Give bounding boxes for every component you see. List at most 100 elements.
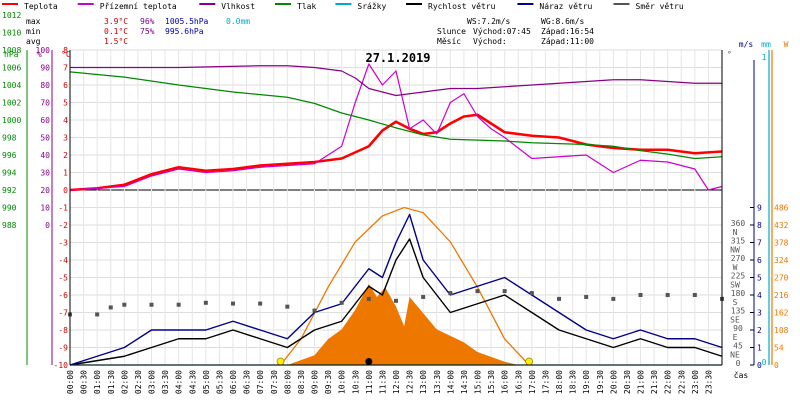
solar-tick-label: 324 [774, 256, 789, 265]
direction-unit-label: ° [727, 50, 732, 59]
x-tick-label: 20:30 [623, 370, 632, 394]
solar-tick-label: 270 [774, 274, 789, 283]
wind-direction-point [122, 302, 127, 307]
chart-title: 27.1.2019 [365, 51, 430, 65]
humidity-tick-label: 20 [40, 186, 50, 195]
solar-tick-label: 216 [774, 291, 789, 300]
humidity-unit-label: % [37, 50, 42, 59]
wind-direction-point [339, 300, 344, 305]
wind-tick-label: 8 [757, 221, 762, 230]
stats-sunrise: Východ:07:45 [473, 27, 531, 36]
pressure-tick-label: 998 [2, 134, 17, 143]
series-line [69, 213, 723, 366]
stats-moon-label: Měsíc [437, 37, 461, 46]
temperature-tick-label: -6 [58, 291, 68, 300]
temperature-tick-label: 8 [63, 46, 68, 55]
direction-name-label: SE [730, 316, 740, 325]
pressure-tick-label: 992 [2, 186, 17, 195]
temperature-tick-label: -7 [58, 309, 68, 318]
direction-tick-label: 360 [731, 219, 746, 228]
x-tick-label: 00:30 [80, 370, 89, 394]
wind-direction-point [108, 305, 113, 310]
temperature-tick-label: 4 [63, 116, 68, 125]
rain-unit-label: mm [761, 40, 771, 49]
stats-pressure-value: 1005.5hPa [165, 17, 209, 26]
solar-tick-label: 378 [774, 239, 789, 248]
solar-unit-label: W [784, 40, 789, 49]
x-tick-label: 14:30 [460, 370, 469, 394]
x-tick-label: 16:00 [501, 370, 510, 394]
rain-tick-label: 0 [762, 358, 767, 367]
x-tick-label: 09:30 [324, 370, 333, 394]
series-line [70, 65, 722, 97]
wind-direction-point [502, 289, 507, 294]
temperature-tick-label: 5 [63, 99, 68, 108]
wind-tick-label: 7 [757, 239, 762, 248]
temperature-tick-label: -3 [58, 239, 68, 248]
x-tick-label: 01:30 [107, 370, 116, 394]
x-axis-label: čas [734, 370, 749, 380]
wind-direction-point [665, 293, 670, 297]
solar-tick-label: 486 [774, 204, 789, 213]
wind-direction-point [611, 296, 616, 301]
x-tick-label: 03:30 [161, 370, 170, 394]
solar-measured-area [287, 283, 519, 365]
x-tick-label: 16:30 [514, 370, 523, 394]
x-tick-label: 12:00 [392, 370, 401, 394]
wind-direction-point [475, 289, 480, 294]
wind-direction-point [176, 302, 181, 307]
stats-wind-speed: WS:7.2m/s [467, 17, 511, 26]
legend-label: Vlhkost [221, 2, 255, 11]
direction-name-label: NE [730, 351, 740, 360]
temperature-tick-label: 6 [63, 81, 68, 90]
x-tick-label: 12:30 [406, 370, 415, 394]
x-tick-label: 08:00 [283, 370, 292, 394]
x-tick-label: 10:00 [338, 370, 347, 394]
rain-tick-label: 1 [762, 53, 767, 62]
wind-tick-label: 6 [757, 256, 762, 265]
wind-direction-point [95, 312, 100, 317]
legend-label: Rychlost větru [428, 2, 496, 11]
humidity-tick-label: 10 [40, 204, 50, 213]
x-tick-label: 03:00 [148, 370, 157, 394]
x-tick-label: 15:30 [487, 370, 496, 394]
pressure-tick-label: 1002 [2, 99, 21, 108]
wind-tick-label: 4 [757, 291, 762, 300]
wind-direction-point [529, 291, 534, 296]
wind-tick-label: 5 [757, 274, 762, 283]
x-tick-label: 21:30 [650, 370, 659, 394]
stats-sun-label: Slunce [437, 27, 466, 36]
x-tick-label: 21:00 [637, 370, 646, 394]
x-tick-label: 18:00 [555, 370, 564, 394]
temperature-tick-label: 2 [63, 151, 68, 160]
solar-theoretical-line [280, 206, 530, 366]
humidity-tick-label: 90 [40, 64, 50, 73]
direction-tick-label: 90 [733, 324, 743, 333]
legend-label: Srážky [357, 2, 386, 11]
temperature-tick-label: -1 [58, 204, 68, 213]
chart-axes: 1012101010081006100410021000998996994992… [2, 11, 789, 394]
temperature-tick-label: -10 [54, 361, 69, 370]
x-tick-label: 06:00 [229, 370, 238, 394]
legend-label: Náraz větru [539, 2, 592, 11]
x-tick-label: 23:00 [691, 370, 700, 394]
pressure-tick-label: 994 [2, 169, 17, 178]
x-tick-label: 05:00 [202, 370, 211, 394]
wind-direction-point [285, 304, 290, 309]
humidity-tick-label: 70 [40, 99, 50, 108]
solar-radiation-series [280, 206, 530, 366]
pressure-unit-label: hPa [4, 50, 19, 59]
x-tick-label: 13:00 [419, 370, 428, 394]
legend-label: Směr větru [636, 2, 684, 11]
wind-direction-point [557, 296, 561, 301]
x-tick-label: 18:30 [569, 370, 578, 394]
humidity-tick-label: 50 [40, 134, 50, 143]
wind-direction-point [258, 301, 263, 306]
pressure-tick-label: 988 [2, 221, 17, 230]
series-line [69, 238, 723, 366]
x-tick-label: 04:00 [175, 370, 184, 394]
humidity-tick-label: 0 [45, 221, 50, 230]
wind-tick-label: 1 [757, 344, 762, 353]
x-tick-label: 02:30 [134, 370, 143, 394]
